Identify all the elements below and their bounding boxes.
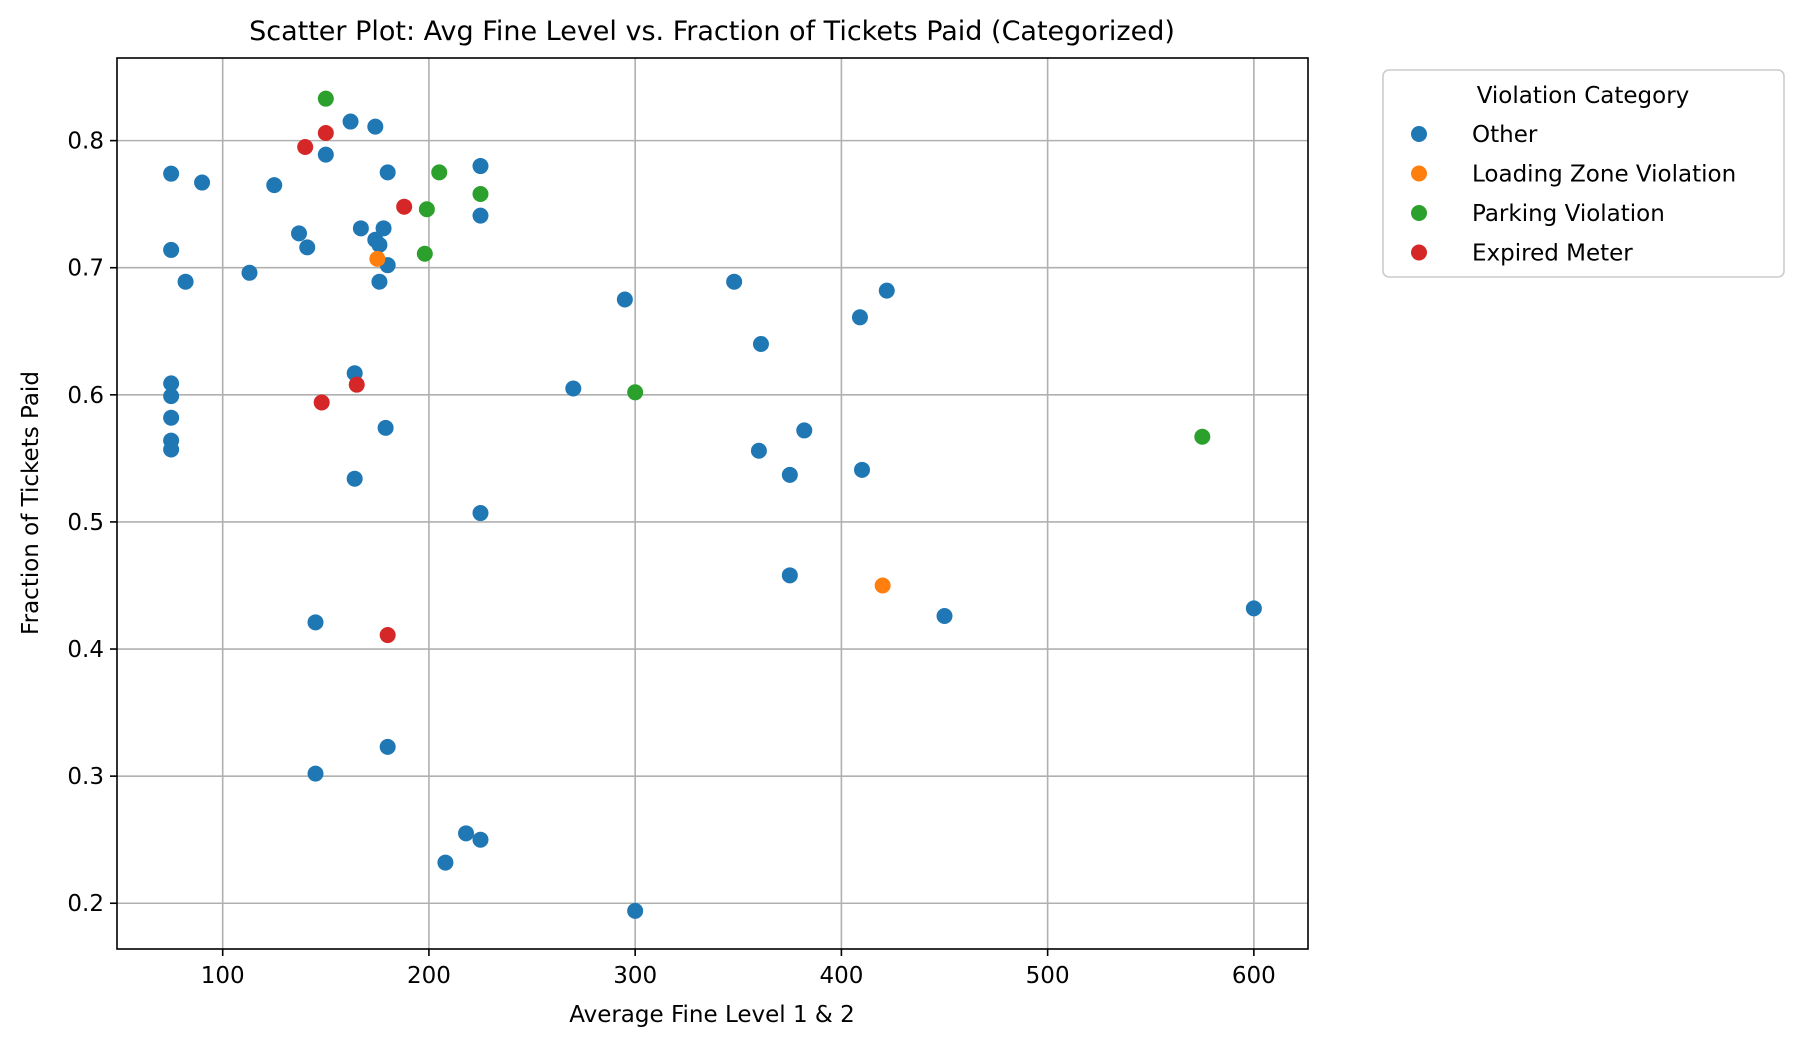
series-expired-meter (297, 124, 413, 644)
data-points (163, 90, 1262, 919)
y-tick-label: 0.7 (67, 256, 104, 282)
data-point (379, 627, 396, 644)
data-point (726, 273, 743, 290)
data-point (437, 854, 454, 871)
data-point (307, 614, 324, 631)
data-point (1194, 428, 1211, 445)
legend-label: Expired Meter (1472, 241, 1633, 267)
plot-frame (116, 57, 1309, 950)
data-point (352, 220, 369, 237)
data-point (472, 207, 489, 224)
data-point (241, 264, 258, 281)
data-point (796, 422, 813, 439)
data-point (418, 201, 435, 218)
data-point (342, 113, 359, 130)
data-point (194, 174, 211, 191)
data-point (472, 158, 489, 175)
data-point (854, 461, 871, 478)
data-point (367, 118, 384, 135)
data-point (177, 273, 194, 290)
data-point (369, 250, 386, 267)
data-point (458, 825, 475, 842)
data-point (163, 165, 180, 182)
data-point (313, 394, 330, 411)
data-point (163, 409, 180, 426)
data-point (781, 567, 798, 584)
data-point (616, 291, 633, 308)
data-point (379, 164, 396, 181)
data-point (348, 376, 365, 393)
data-point (781, 466, 798, 483)
x-tick-label: 600 (1232, 963, 1276, 989)
legend-marker (1411, 205, 1427, 221)
legend-label: Other (1472, 122, 1538, 148)
data-point (874, 577, 891, 594)
data-point (317, 90, 334, 107)
data-point (565, 380, 582, 397)
y-tick-label: 0.8 (67, 129, 104, 155)
data-point (379, 738, 396, 755)
x-tick-label: 300 (613, 963, 657, 989)
data-point (1245, 600, 1262, 617)
x-tick-label: 500 (1026, 963, 1070, 989)
y-tick-label: 0.4 (67, 637, 104, 663)
legend-marker (1411, 165, 1427, 182)
series-parking-violation (317, 90, 1211, 445)
y-axis-label: Fraction of Tickets Paid (18, 371, 44, 635)
legend-title: Violation Category (1477, 83, 1690, 109)
data-point (291, 225, 308, 242)
x-tick-label: 200 (407, 963, 451, 989)
data-point (371, 273, 388, 290)
data-point (163, 375, 180, 392)
data-point (317, 146, 334, 163)
data-point (627, 902, 644, 919)
axis-ticks: 100 200 300 400 500 600 0.2 0.3 0.4 0.5 0.6 0.7 0.8 (67, 129, 1275, 989)
data-point (416, 245, 433, 262)
legend-marker (1411, 126, 1427, 142)
legend: Violation Category Other Loading Zone Vio… (1382, 69, 1785, 278)
data-point (878, 282, 895, 299)
data-point (851, 309, 868, 326)
data-point (936, 607, 953, 624)
data-point (266, 177, 283, 194)
series-loading-zone-violation (369, 250, 891, 594)
data-point (297, 138, 314, 155)
y-tick-label: 0.6 (67, 383, 104, 409)
legend-label: Parking Violation (1472, 201, 1665, 227)
data-point (375, 220, 392, 237)
x-axis-label: Average Fine Level 1 & 2 (569, 1002, 855, 1028)
data-point (472, 831, 489, 848)
data-point (163, 388, 180, 405)
data-point (750, 442, 767, 459)
data-point (752, 335, 769, 352)
data-point (472, 505, 489, 522)
chart-title: Scatter Plot: Avg Fine Level vs. Fractio… (249, 16, 1175, 47)
legend-items: Other Loading Zone Violation Parking Viola… (1411, 122, 1736, 267)
y-tick-label: 0.2 (67, 891, 104, 917)
series-other (163, 113, 1262, 919)
y-tick-label: 0.3 (67, 764, 104, 790)
legend-marker (1411, 244, 1427, 261)
legend-label: Loading Zone Violation (1472, 162, 1736, 188)
x-tick-label: 100 (201, 963, 245, 989)
data-point (346, 470, 363, 487)
data-point (299, 239, 316, 256)
data-point (627, 384, 644, 401)
data-point (472, 186, 489, 203)
data-point (371, 236, 388, 253)
data-point (163, 441, 180, 458)
y-tick-label: 0.5 (67, 510, 104, 536)
x-tick-label: 400 (819, 963, 863, 989)
data-point (396, 198, 413, 215)
data-point (307, 765, 324, 782)
data-point (317, 124, 334, 141)
legend-box (1382, 69, 1785, 278)
data-point (163, 241, 180, 258)
data-point (377, 419, 394, 436)
data-point (431, 164, 448, 181)
